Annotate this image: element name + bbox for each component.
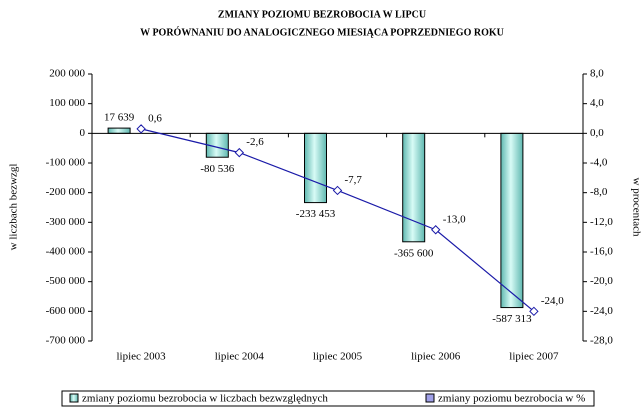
- line-marker: [332, 185, 343, 196]
- y-tick-label: -400 000: [46, 246, 86, 258]
- y2-tick-label: 0,0: [590, 127, 604, 139]
- y-tick-label: -700 000: [46, 335, 86, 347]
- y2-tick-label: -12,0: [590, 216, 613, 228]
- y2-tick-label: -4,0: [590, 157, 608, 169]
- y2-tick-label: 8,0: [590, 68, 604, 80]
- bar-value-label: 17 639: [104, 112, 135, 124]
- y-tick-label: -200 000: [46, 186, 86, 198]
- line-marker: [430, 225, 441, 235]
- bar-value-label: -365 600: [394, 247, 434, 259]
- legend-swatch: [69, 393, 79, 403]
- line-value-label: -24,0: [541, 295, 564, 307]
- x-tick-label: lipiec 2006: [411, 351, 461, 363]
- legend-label: zmiany poziomu bezrobocia w liczbach bez…: [82, 393, 328, 405]
- line-marker: [529, 306, 539, 317]
- x-tick-label: lipiec 2003: [117, 351, 167, 363]
- bar-value-label: -587 313: [492, 313, 532, 325]
- y-tick-label: 100 000: [49, 97, 85, 109]
- line-value-label: 0,6: [148, 112, 162, 124]
- y-axis-label: w liczbach bezwzgl: [8, 164, 20, 251]
- x-tick-label: lipiec 2004: [215, 351, 265, 363]
- y2-axis-label: w procentach: [630, 178, 642, 237]
- y2-tick-label: -28,0: [590, 335, 613, 347]
- bar: [500, 132, 524, 309]
- bar: [107, 127, 131, 134]
- bar: [402, 132, 426, 243]
- y-tick-label: 0: [80, 127, 86, 139]
- line-marker: [136, 124, 146, 134]
- chart-title: ZMIANY POZIOMU BEZROBOCIA W LIPCU: [218, 9, 426, 20]
- chart-title: W PORÓWNANIU DO ANALOGICZNEGO MIESIĄCA P…: [140, 26, 504, 38]
- y-tick-label: 200 000: [49, 68, 85, 80]
- legend-label: zmiany poziomu bezrobocia w %: [438, 393, 585, 405]
- x-tick-label: lipiec 2007: [509, 351, 559, 363]
- x-tick-label: lipiec 2005: [313, 351, 363, 363]
- legend-box: [61, 390, 595, 407]
- line: [140, 128, 535, 312]
- y-tick-label: -500 000: [46, 275, 86, 287]
- y-tick-label: -100 000: [46, 157, 86, 169]
- y2-tick-label: 4,0: [590, 97, 604, 109]
- bar: [304, 132, 327, 204]
- y-tick-label: -300 000: [46, 216, 86, 228]
- bar-value-label: -80 536: [200, 163, 234, 175]
- line-marker: [234, 147, 245, 158]
- y2-tick-label: -8,0: [590, 186, 608, 198]
- bar-value-label: -233 453: [296, 208, 336, 220]
- line-value-label: -7,7: [345, 174, 363, 186]
- y2-tick-label: -24,0: [590, 305, 613, 317]
- line-value-label: -2,6: [246, 136, 264, 148]
- legend-swatch: [425, 393, 435, 403]
- line-value-label: -13,0: [443, 213, 466, 225]
- y-tick-label: -600 000: [46, 305, 86, 317]
- y2-tick-label: -16,0: [590, 246, 613, 258]
- y2-tick-label: -20,0: [590, 275, 613, 287]
